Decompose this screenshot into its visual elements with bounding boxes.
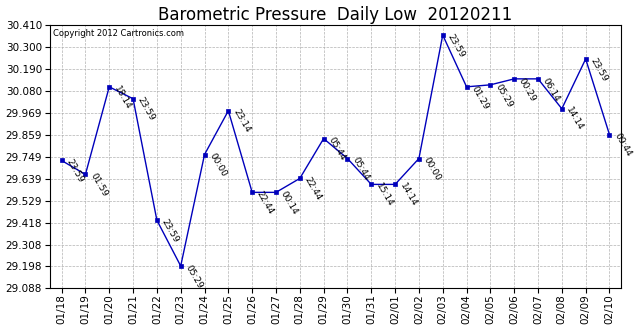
Text: 18:14: 18:14 [112,84,132,111]
Text: 15:14: 15:14 [374,182,395,209]
Text: 22:44: 22:44 [303,176,323,202]
Text: 23:59: 23:59 [159,217,180,244]
Text: 06:14: 06:14 [541,76,561,103]
Text: 22:44: 22:44 [255,189,275,216]
Text: 23:59: 23:59 [588,56,609,83]
Text: 23:59: 23:59 [445,32,466,59]
Text: 05:44: 05:44 [350,156,371,182]
Text: 14:14: 14:14 [564,106,585,133]
Text: 05:44: 05:44 [326,136,347,162]
Title: Barometric Pressure  Daily Low  20120211: Barometric Pressure Daily Low 20120211 [159,6,513,23]
Text: 14:14: 14:14 [398,182,419,208]
Text: 00:29: 00:29 [517,76,538,103]
Text: 23:14: 23:14 [231,108,252,135]
Text: 23:59: 23:59 [136,96,157,123]
Text: 00:14: 00:14 [279,189,300,216]
Text: 01:59: 01:59 [88,172,109,199]
Text: 09:44: 09:44 [612,132,633,158]
Text: 05:29: 05:29 [184,263,204,290]
Text: 05:29: 05:29 [493,82,514,109]
Text: Copyright 2012 Cartronics.com: Copyright 2012 Cartronics.com [52,29,184,38]
Text: 00:00: 00:00 [207,152,228,179]
Text: 23:59: 23:59 [65,158,85,184]
Text: 00:00: 00:00 [422,156,442,182]
Text: 01:29: 01:29 [469,84,490,111]
